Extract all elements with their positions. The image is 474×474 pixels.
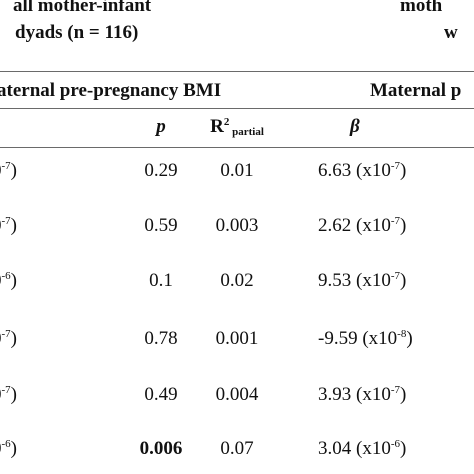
cell-beta: 6.63 (x10-7) xyxy=(318,160,407,181)
cell-p-value: 0.1 xyxy=(149,270,173,291)
r2-superscript: 2 xyxy=(223,116,230,128)
cell-beta: -9.59 (x10-8) xyxy=(318,328,413,349)
cell-r2-partial: 0.07 xyxy=(220,438,254,459)
group-header-left-line2: dyads (n = 116) xyxy=(15,22,139,43)
group-header-right-line2: w xyxy=(444,22,458,43)
cell-p-value: 0.29 xyxy=(144,160,178,181)
cell-p-value: 0.78 xyxy=(144,328,178,349)
cell-r2-partial: 0.02 xyxy=(220,270,254,291)
section-header-right: Maternal p xyxy=(370,80,462,101)
r2-subscript: partial xyxy=(229,126,264,138)
top-rule xyxy=(0,71,474,72)
cell-p-value: 0.49 xyxy=(144,384,178,405)
cell-beta: 9.53 (x10-7) xyxy=(318,270,407,291)
beta-symbol: β xyxy=(350,116,360,137)
cell-left-fragment: 0-7) xyxy=(0,384,17,405)
column-header-beta: β xyxy=(350,116,360,138)
cell-beta: 3.93 (x10-7) xyxy=(318,384,407,405)
group-header-right-line1: moth xyxy=(400,0,443,16)
group-header-left-line1: all mother-infant xyxy=(13,0,152,16)
column-header-p: p xyxy=(121,116,201,138)
section-rule xyxy=(0,108,474,109)
cell-beta: 3.04 (x10-6) xyxy=(318,438,407,459)
p-symbol: p xyxy=(156,116,166,137)
cell-r2-partial: 0.01 xyxy=(220,160,254,181)
r-symbol: R xyxy=(210,116,224,137)
cell-p-value: 0.59 xyxy=(144,215,178,236)
cell-p-value: 0.006 xyxy=(139,438,183,459)
cell-r2-partial: 0.001 xyxy=(215,328,259,349)
cell-beta: 2.62 (x10-7) xyxy=(318,215,407,236)
cell-r2-partial: 0.003 xyxy=(215,215,259,236)
section-header-left: aternal pre-pregnancy BMI xyxy=(0,80,222,101)
column-header-r2-partial: R2 partial xyxy=(192,116,282,138)
cell-left-fragment: 0-6) xyxy=(0,270,17,291)
cell-left-fragment: 0-7) xyxy=(0,215,17,236)
cell-r2-partial: 0.004 xyxy=(215,384,259,405)
cell-left-fragment: 0-7) xyxy=(0,160,17,181)
cell-left-fragment: 0-7) xyxy=(0,328,17,349)
header-rule xyxy=(0,147,474,148)
cell-left-fragment: 0-6) xyxy=(0,438,17,459)
